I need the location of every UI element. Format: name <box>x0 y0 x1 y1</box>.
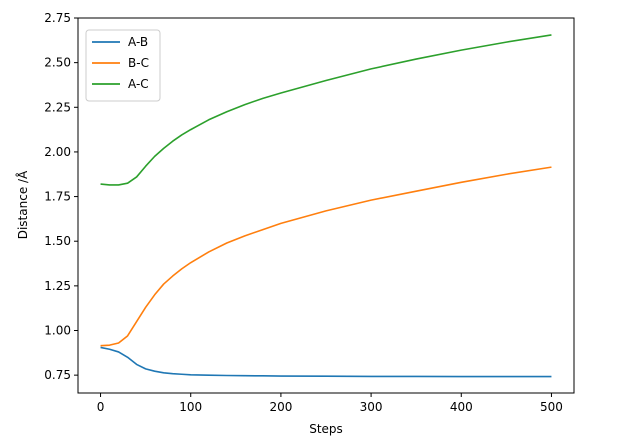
series-line-2 <box>100 34 552 186</box>
plot-frame <box>77 17 575 394</box>
series-lines <box>100 34 552 378</box>
legend: A-B B-C A-C <box>85 29 161 102</box>
y-axis-ticks: 0.75 1.00 1.25 1.50 1.75 2.00 2.25 2.50 2.75 <box>44 11 78 382</box>
series-line-1 <box>100 166 552 347</box>
x-tick-label: 100 <box>179 400 202 414</box>
y-tick-label: 2.50 <box>44 56 71 70</box>
x-axis-label: Steps <box>309 422 343 436</box>
x-tick-label: 300 <box>360 400 383 414</box>
y-tick-label: 2.75 <box>44 11 71 25</box>
x-tick-label: 0 <box>97 400 105 414</box>
legend-label: A-B <box>128 35 148 49</box>
y-tick-label: 2.00 <box>44 145 71 159</box>
x-tick-label: 200 <box>269 400 292 414</box>
y-axis-label: Distance /Å <box>15 170 30 239</box>
y-tick-label: 1.00 <box>44 324 71 338</box>
x-tick-label: 500 <box>540 400 563 414</box>
x-tick-label: 400 <box>450 400 473 414</box>
legend-label: A-C <box>128 77 149 91</box>
legend-label: B-C <box>128 56 149 70</box>
y-tick-label: 1.25 <box>44 279 71 293</box>
x-axis-ticks: 0 100 200 300 400 500 <box>97 393 563 414</box>
y-tick-label: 1.75 <box>44 190 71 204</box>
series-line-0 <box>100 346 552 378</box>
y-tick-label: 0.75 <box>44 368 71 382</box>
y-tick-label: 2.25 <box>44 100 71 114</box>
y-tick-label: 1.50 <box>44 234 71 248</box>
